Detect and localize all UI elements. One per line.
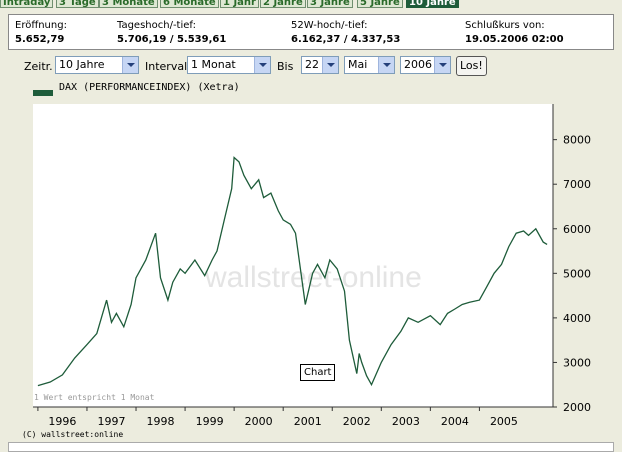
tab-6-monate[interactable]: 6 Monate [160, 0, 219, 8]
y-tick-label: 3000 [563, 356, 591, 369]
intervall-select[interactable]: 1 Monat [187, 56, 271, 74]
intervall-label: Intervall [145, 60, 191, 73]
close-block: Schlußkurs von: 19.05.2006 02:00 [465, 19, 564, 47]
copyright: (C) wallstreet:online [22, 430, 124, 439]
legend-label: DAX (PERFORMANCEINDEX) (Xetra) [59, 82, 240, 93]
chart-legend: DAX (PERFORMANCEINDEX) (Xetra) [33, 82, 240, 99]
y-tick-label: 6000 [563, 223, 591, 236]
x-tick-label: 1999 [196, 415, 224, 428]
chevron-down-icon[interactable] [322, 57, 338, 73]
intervall-value: 1 Monat [191, 58, 236, 71]
x-tick-label: 2005 [490, 415, 518, 428]
week52-block: 52W-hoch/-tief: 6.162,37 / 4.337,53 [291, 19, 400, 47]
chevron-down-icon[interactable] [122, 57, 138, 73]
tab-1-jahr[interactable]: 1 Jahr [220, 0, 259, 8]
day-range-label: Tageshoch/-tief: [117, 20, 196, 31]
close-value: 19.05.2006 02:00 [465, 34, 564, 45]
legend-swatch [33, 90, 53, 96]
bottom-panel [8, 442, 614, 452]
open-block: Eröffnung: 5.652,79 [15, 19, 67, 47]
zeitraum-label: Zeitr. [24, 60, 53, 73]
tab-10-jahre[interactable]: 10 Jahre [406, 0, 459, 8]
x-tick-label: 2003 [392, 415, 420, 428]
tab-3-tage[interactable]: 3 Tage [56, 0, 99, 8]
y-tick-label: 2000 [563, 401, 591, 414]
tab-3-monate[interactable]: 3 Monate [99, 0, 158, 8]
day-range-value: 5.706,19 / 5.539,61 [117, 34, 227, 45]
interval-note: 1 Wert entspricht 1 Monat [34, 393, 155, 402]
tab-3-jahre[interactable]: 3 Jahre [307, 0, 353, 8]
day-select[interactable]: 22 [301, 56, 339, 74]
day-value: 22 [305, 58, 319, 71]
y-tick-label: 4000 [563, 312, 591, 325]
open-label: Eröffnung: [15, 20, 67, 31]
month-value: Mai [348, 58, 368, 71]
chevron-down-icon[interactable] [434, 57, 450, 73]
x-tick-label: 1996 [48, 415, 76, 428]
tab-2-jahre[interactable]: 2 Jahre [260, 0, 306, 8]
go-button[interactable]: Los! [456, 56, 487, 76]
month-select[interactable]: Mai [344, 56, 395, 74]
x-tick-label: 2004 [441, 415, 469, 428]
x-tick-label: 2001 [294, 415, 322, 428]
close-label: Schlußkurs von: [465, 20, 545, 31]
x-tick-label: 1998 [147, 415, 175, 428]
chevron-down-icon[interactable] [254, 57, 270, 73]
zeitraum-select[interactable]: 10 Jahre [55, 56, 139, 74]
watermark: wallstreet-online [204, 261, 422, 294]
y-tick-label: 5000 [563, 267, 591, 280]
day-range-block: Tageshoch/-tief: 5.706,19 / 5.539,61 [117, 19, 226, 47]
year-select[interactable]: 2006 [400, 56, 451, 74]
chart-controls: Zeitr. 10 Jahre Intervall 1 Monat Bis 22… [0, 54, 622, 78]
open-value: 5.652,79 [15, 34, 65, 45]
quote-summary: Eröffnung: 5.652,79 Tageshoch/-tief: 5.7… [8, 14, 614, 50]
chart-plot-area[interactable] [33, 104, 553, 407]
year-value: 2006 [404, 58, 432, 71]
y-tick-label: 8000 [563, 134, 591, 147]
series-line [37, 156, 548, 387]
x-tick-label: 1997 [97, 415, 125, 428]
y-tick-label: 7000 [563, 178, 591, 191]
bis-label: Bis [277, 60, 294, 73]
period-tabs: Intraday 3 Tage 3 Monate 6 Monate 1 Jahr 2 Ja… [0, 0, 622, 9]
zeitraum-value: 10 Jahre [59, 58, 105, 71]
x-tick-label: 2002 [343, 415, 371, 428]
tab-5-jahre[interactable]: 5 Jahre [357, 0, 403, 8]
week52-value: 6.162,37 / 4.337,53 [291, 34, 401, 45]
tab-intraday[interactable]: Intraday [0, 0, 54, 8]
x-tick-label: 2000 [245, 415, 273, 428]
chart-tooltip: Chart [300, 364, 336, 381]
chevron-down-icon[interactable] [378, 57, 394, 73]
week52-label: 52W-hoch/-tief: [291, 20, 368, 31]
